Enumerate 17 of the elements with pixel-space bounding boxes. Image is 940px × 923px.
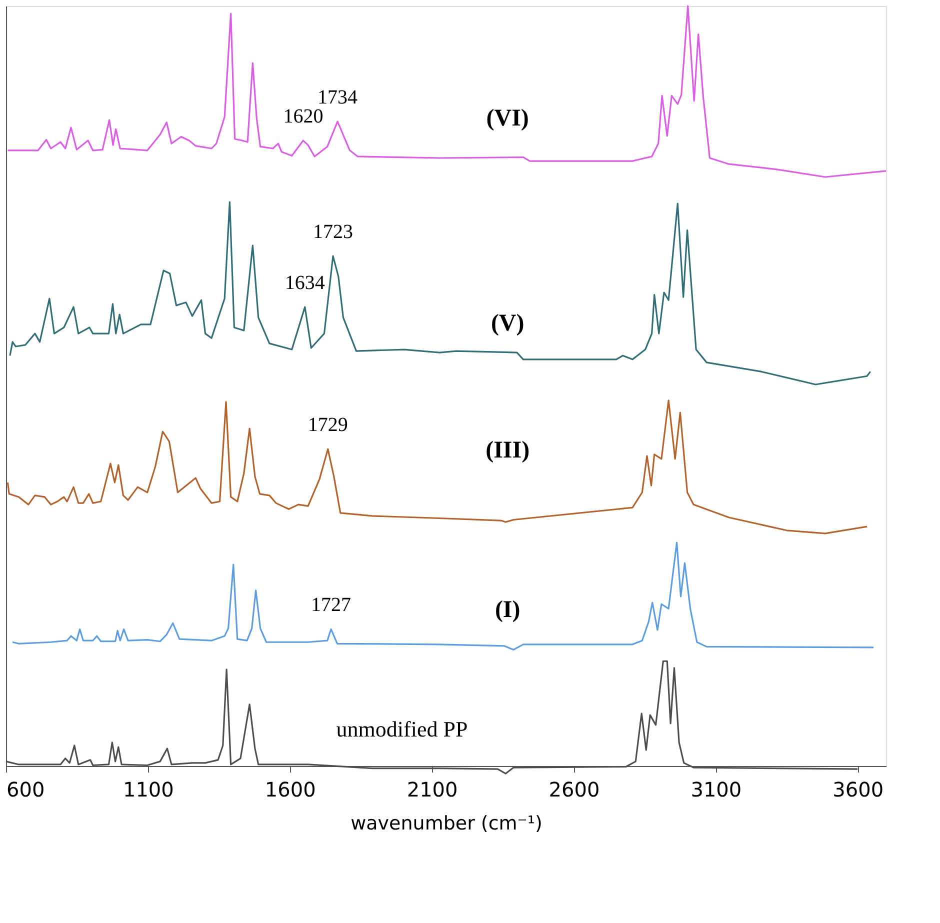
annotation: 1634	[284, 272, 325, 294]
series-label: (I)	[494, 597, 520, 624]
annotation: 1727	[311, 594, 352, 616]
x-tick-label: 600	[6, 778, 45, 802]
x-tick-label: 3600	[832, 778, 884, 802]
series-label: (V)	[490, 310, 524, 337]
annotation: 1729	[308, 414, 348, 436]
x-tick-label: 1600	[264, 778, 316, 802]
series-label: (VI)	[486, 105, 529, 132]
x-tick-label: 1100	[122, 778, 174, 802]
annotation: 1723	[313, 221, 354, 244]
series-label: unmodified PP	[336, 716, 468, 742]
x-tick-label: 2100	[406, 778, 458, 802]
x-tick-label: 3100	[690, 778, 742, 802]
text: (III)	[486, 438, 530, 464]
x-tick-label: 2600	[548, 778, 600, 802]
x-axis-title: wavenumber (cm⁻¹)	[350, 812, 542, 834]
